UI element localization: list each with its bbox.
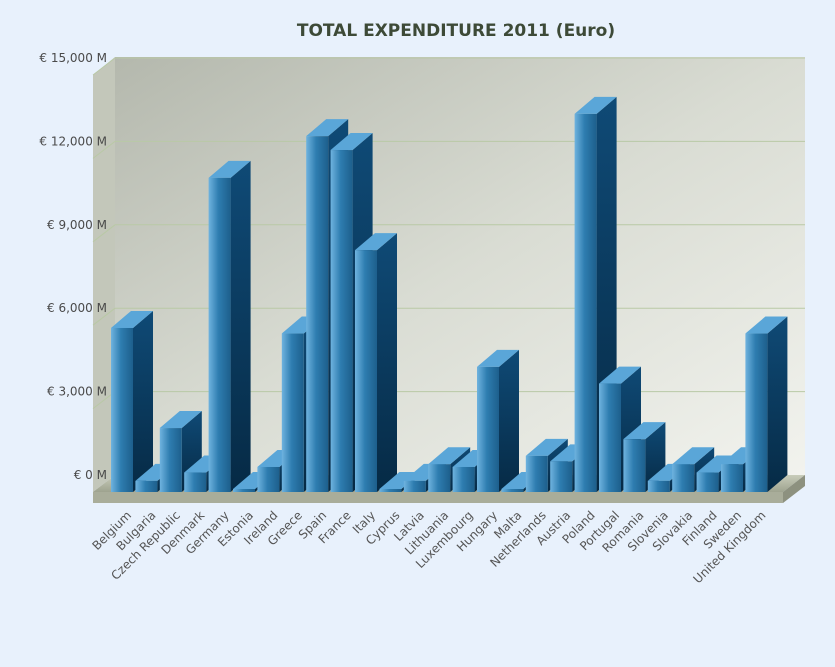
bar-side	[499, 349, 519, 492]
bar-top	[208, 160, 251, 178]
bar-front	[135, 480, 158, 492]
y-tick-label: € 3,000 M	[47, 385, 107, 399]
y-tick-label: € 15,000 M	[39, 51, 107, 65]
bar-top	[355, 233, 397, 251]
bar-top	[159, 411, 202, 429]
bar-side	[133, 310, 153, 492]
bar-front	[623, 439, 646, 492]
bar-front	[672, 464, 695, 492]
bar	[477, 349, 519, 492]
bar-front	[696, 472, 719, 492]
y-axis-tick-labels: € 0 M € 3,000 M € 6,000 M € 9,000 M € 12,000…	[39, 51, 107, 482]
bar-front	[647, 480, 670, 492]
bar-top	[330, 133, 373, 151]
bar-front	[574, 113, 597, 493]
bar-front	[111, 327, 133, 492]
bar-front	[477, 366, 499, 492]
bar-front	[745, 333, 768, 492]
bar-front	[355, 250, 377, 492]
bar-top	[599, 366, 641, 384]
y-tick-label: € 12,000 M	[39, 134, 107, 148]
y-tick-label: € 6,000 M	[47, 301, 107, 315]
bar-side	[377, 233, 397, 492]
bar-front	[233, 489, 255, 492]
bar-front	[159, 428, 182, 492]
bar	[745, 316, 788, 492]
bar-top	[525, 438, 568, 456]
bar-front	[330, 150, 353, 492]
y-tick-label: € 0 M	[74, 468, 107, 482]
bar-top	[111, 310, 153, 328]
gridline-side	[92, 224, 116, 243]
plot-floor-front	[93, 492, 783, 503]
bar-front	[306, 136, 329, 492]
bar-front	[208, 177, 231, 493]
bar	[111, 310, 153, 492]
bar	[355, 233, 397, 492]
bar-top	[623, 422, 666, 440]
bar-side	[767, 316, 788, 492]
bar-front	[379, 489, 402, 492]
gridline-side	[92, 307, 116, 326]
bar-top	[745, 316, 788, 334]
bar-front	[525, 455, 548, 492]
chart-title: TOTAL EXPENDITURE 2011 (Euro)	[297, 21, 615, 41]
bars	[111, 96, 788, 493]
bar-top	[306, 119, 349, 137]
plot-left-wall	[93, 57, 115, 492]
bar-top	[428, 447, 471, 465]
bar-front	[501, 489, 524, 492]
bar	[623, 422, 666, 492]
bar-front	[599, 383, 621, 492]
bar-front	[281, 333, 304, 492]
bar-front	[403, 480, 426, 492]
bar-front	[184, 472, 207, 492]
bar-front	[721, 464, 743, 492]
bar-front	[428, 464, 451, 492]
bar-top	[574, 96, 617, 114]
bar-front	[257, 466, 280, 492]
bar-front	[452, 466, 475, 492]
bar-top	[477, 349, 519, 367]
bar-top	[672, 447, 715, 465]
gridline-side	[92, 141, 116, 159]
gridline-side	[92, 57, 116, 76]
bar	[208, 160, 251, 493]
bar-side	[230, 160, 251, 493]
y-tick-label: € 9,000 M	[47, 218, 107, 232]
plot-floor-side	[783, 475, 805, 503]
bar-front	[550, 461, 573, 492]
